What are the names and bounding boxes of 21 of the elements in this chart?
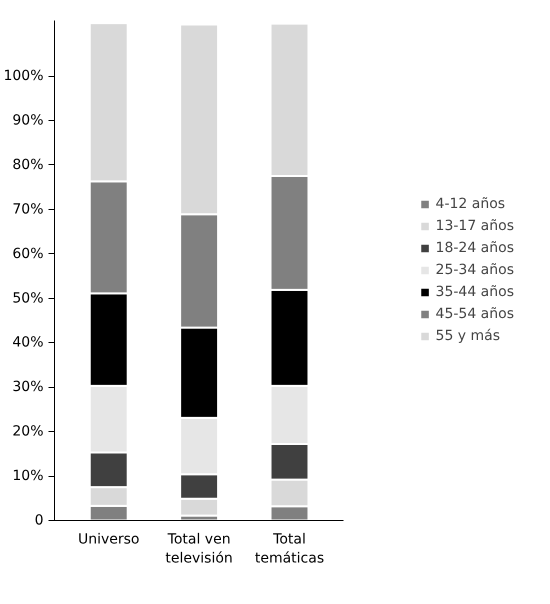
y-tick-label: 70% xyxy=(12,201,44,218)
y-tick-label: 100% xyxy=(3,68,44,84)
legend-label: 13-17 años xyxy=(436,218,514,234)
y-tick-label: 50% xyxy=(12,290,44,306)
x-tick-label: Total temáticas xyxy=(254,532,324,567)
legend-label: 18-24 años xyxy=(436,240,514,256)
legend-label: 25-34 años xyxy=(436,262,514,278)
y-tick-label: 40% xyxy=(12,334,44,351)
legend-label: 55 y más xyxy=(436,328,500,344)
x-tick-label: Universo xyxy=(78,532,140,548)
y-tick-label: 0 xyxy=(34,512,44,528)
legend-label: 45-54 años xyxy=(436,306,514,322)
y-tick-label: 30% xyxy=(12,379,44,396)
legend-label: 35-44 años xyxy=(436,284,514,300)
y-tick-label: 90% xyxy=(12,112,44,128)
y-tick-label: 80% xyxy=(12,156,44,173)
x-tick-label: Total ven televisión xyxy=(165,532,233,567)
y-tick-label: 60% xyxy=(12,246,44,262)
y-tick-label: 20% xyxy=(12,424,44,440)
legend-label: 4-12 años xyxy=(436,196,506,212)
y-tick-label: 10% xyxy=(12,468,44,484)
